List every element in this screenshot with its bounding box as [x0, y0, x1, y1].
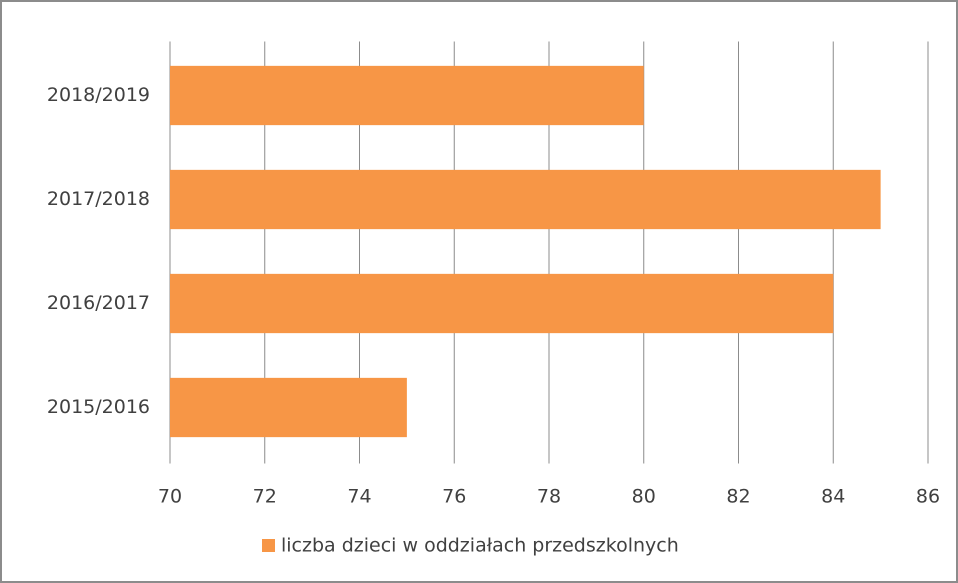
bar [170, 65, 644, 126]
x-tick-label: 82 [726, 486, 750, 508]
x-tick-label: 80 [632, 486, 656, 508]
legend-label: liczba dzieci w oddziałach przedszkolnyc… [281, 535, 679, 557]
x-tick-label: 78 [537, 486, 561, 508]
y-tick-label: 2017/2018 [47, 188, 150, 210]
legend-swatch [262, 539, 275, 552]
x-tick-label: 84 [821, 486, 845, 508]
x-tick-label: 76 [442, 486, 466, 508]
y-tick-label: 2016/2017 [47, 292, 150, 314]
bar [170, 169, 881, 230]
x-tick-label: 72 [253, 486, 277, 508]
x-tick-label: 86 [916, 486, 940, 508]
bar [170, 273, 834, 334]
y-tick-label: 2018/2019 [47, 84, 150, 106]
bar [170, 377, 407, 438]
x-tick-label: 70 [158, 486, 182, 508]
x-tick-label: 74 [347, 486, 371, 508]
y-tick-label: 2015/2016 [47, 396, 150, 418]
